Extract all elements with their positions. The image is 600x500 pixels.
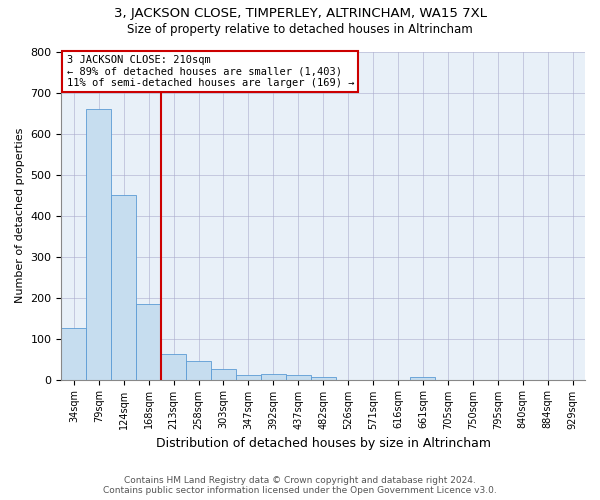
Bar xyxy=(61,328,86,380)
Bar xyxy=(161,354,186,380)
Bar xyxy=(236,376,261,380)
X-axis label: Distribution of detached houses by size in Altrincham: Distribution of detached houses by size … xyxy=(156,437,491,450)
Bar xyxy=(211,370,236,380)
Y-axis label: Number of detached properties: Number of detached properties xyxy=(15,128,25,303)
Text: Contains HM Land Registry data © Crown copyright and database right 2024.
Contai: Contains HM Land Registry data © Crown c… xyxy=(103,476,497,495)
Bar xyxy=(186,360,211,380)
Bar xyxy=(136,304,161,380)
Bar xyxy=(86,109,111,380)
Bar xyxy=(311,377,335,380)
Text: 3 JACKSON CLOSE: 210sqm
← 89% of detached houses are smaller (1,403)
11% of semi: 3 JACKSON CLOSE: 210sqm ← 89% of detache… xyxy=(67,55,354,88)
Bar xyxy=(261,374,286,380)
Bar xyxy=(410,377,436,380)
Text: Size of property relative to detached houses in Altrincham: Size of property relative to detached ho… xyxy=(127,22,473,36)
Text: 3, JACKSON CLOSE, TIMPERLEY, ALTRINCHAM, WA15 7XL: 3, JACKSON CLOSE, TIMPERLEY, ALTRINCHAM,… xyxy=(113,8,487,20)
Bar xyxy=(111,195,136,380)
Bar xyxy=(286,374,311,380)
